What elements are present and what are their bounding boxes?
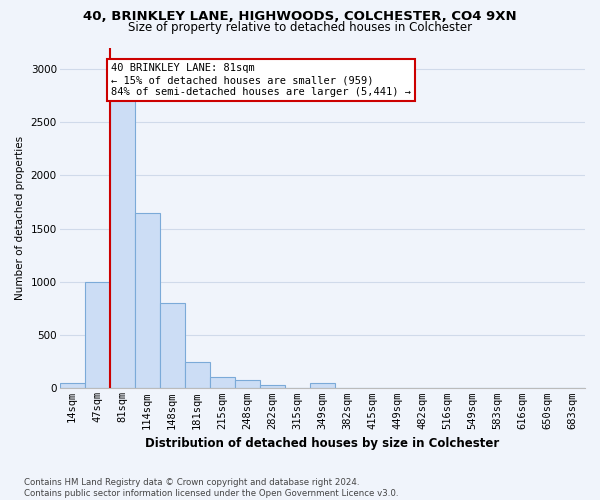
Bar [160, 303, 185, 388]
Bar [85, 282, 110, 389]
Bar [134, 212, 160, 388]
Text: 40, BRINKLEY LANE, HIGHWOODS, COLCHESTER, CO4 9XN: 40, BRINKLEY LANE, HIGHWOODS, COLCHESTER… [83, 10, 517, 23]
Bar [210, 376, 235, 388]
Bar [110, 80, 134, 388]
X-axis label: Distribution of detached houses by size in Colchester: Distribution of detached houses by size … [145, 437, 499, 450]
Y-axis label: Number of detached properties: Number of detached properties [15, 136, 25, 300]
Text: Size of property relative to detached houses in Colchester: Size of property relative to detached ho… [128, 22, 472, 35]
Bar [59, 383, 85, 388]
Text: 40 BRINKLEY LANE: 81sqm
← 15% of detached houses are smaller (959)
84% of semi-d: 40 BRINKLEY LANE: 81sqm ← 15% of detache… [111, 64, 411, 96]
Text: Contains HM Land Registry data © Crown copyright and database right 2024.
Contai: Contains HM Land Registry data © Crown c… [24, 478, 398, 498]
Bar [310, 383, 335, 388]
Bar [185, 362, 210, 388]
Bar [235, 380, 260, 388]
Bar [260, 385, 285, 388]
